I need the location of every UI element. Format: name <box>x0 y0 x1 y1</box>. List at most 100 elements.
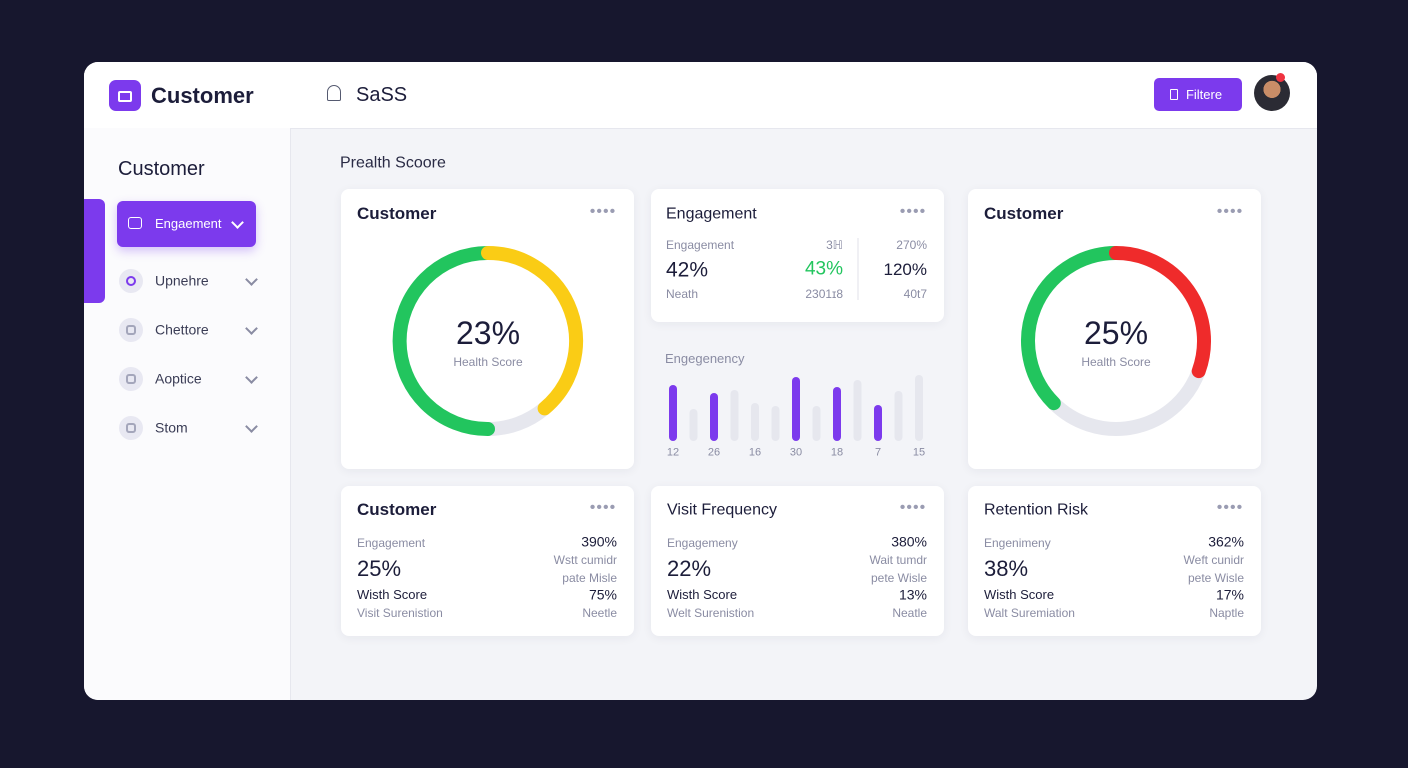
nav-icon <box>126 325 136 335</box>
card-title: Retention Risk <box>984 501 1089 519</box>
gauge-value: 25% <box>1083 314 1149 351</box>
metric-label: Wstt cumidr <box>553 552 617 567</box>
metric-value: 17% <box>1215 586 1244 603</box>
more-menu[interactable]: •••• <box>899 203 927 221</box>
nav-label[interactable]: Engaement <box>155 216 222 232</box>
metric-label: Welt Surenistion <box>667 605 755 620</box>
metric-value: 25% <box>357 555 402 581</box>
filter-label[interactable]: Filtere <box>1185 87 1223 103</box>
gauge-label: Health Score <box>1081 354 1151 369</box>
bar <box>730 390 739 441</box>
bar <box>833 387 841 441</box>
bar-chart <box>669 375 923 441</box>
bar <box>874 405 882 441</box>
more-menu[interactable]: •••• <box>589 499 617 517</box>
metric-value: 362% <box>1208 533 1244 550</box>
card-title: Customer <box>357 203 437 223</box>
metric-value: 38% <box>984 555 1029 581</box>
metric-label: Weft cunidr <box>1183 552 1244 567</box>
nav-label[interactable]: Chettore <box>155 321 209 338</box>
card-title: Engagement <box>666 205 757 223</box>
bar <box>894 391 903 441</box>
gauge <box>1021 246 1212 436</box>
metric-label: 3ℍ <box>826 237 843 252</box>
chart-title: Engegenency <box>665 351 745 367</box>
nav-label[interactable]: Aoptice <box>155 370 202 387</box>
gauge-label: Health Score <box>453 354 523 369</box>
bar <box>915 375 923 441</box>
card-title: Customer <box>984 203 1064 223</box>
sidebar-title: Customer <box>118 158 205 180</box>
x-tick-label: 30 <box>789 446 803 459</box>
bar <box>771 406 780 441</box>
metric-value: 75% <box>588 586 617 603</box>
stat-card <box>968 486 1261 636</box>
metric-label: Naptle <box>1209 605 1244 620</box>
nav-icon <box>128 217 142 229</box>
metric-value: 120% <box>883 259 927 279</box>
metric-label: Engagement <box>666 237 735 252</box>
header <box>84 62 1317 129</box>
x-tick-label: 26 <box>707 446 721 459</box>
metric-label: 2301ɪ8 <box>805 286 843 301</box>
more-menu[interactable]: •••• <box>1216 203 1244 221</box>
metric-label: 40t7 <box>903 286 927 301</box>
metric-value: 43% <box>804 258 843 280</box>
bar <box>669 385 677 441</box>
metric-label: Walt Suremiation <box>984 605 1075 620</box>
bar <box>853 380 862 441</box>
logo-text: Customer <box>151 82 254 108</box>
metric-label: Engenimeny <box>984 535 1051 550</box>
metric-label: Wisth Score <box>357 587 428 603</box>
metric-value: 22% <box>667 555 712 581</box>
x-tick-label: 15 <box>912 446 926 459</box>
metric-value: 13% <box>898 586 927 603</box>
gauge-arc <box>1021 246 1123 411</box>
metric-label: Visit Surenistion <box>357 605 443 620</box>
nav-icon-bg <box>119 318 143 342</box>
nav-item-active[interactable] <box>117 201 256 247</box>
nav-icon <box>126 276 136 286</box>
x-tick-label: 12 <box>666 446 680 459</box>
nav-label[interactable]: Stom <box>155 419 188 436</box>
logo-lock <box>118 91 132 102</box>
nav-icon-bg <box>119 367 143 391</box>
metric-label: pete Wisle <box>1187 570 1244 585</box>
active-indicator <box>84 199 105 303</box>
metric-label: Engagement <box>357 535 426 550</box>
gauge <box>392 246 584 437</box>
metric-label: pate Misle <box>562 570 617 585</box>
x-tick-label: 7 <box>874 446 882 459</box>
more-menu[interactable]: •••• <box>1216 499 1244 517</box>
bar <box>792 377 800 441</box>
filter-button[interactable] <box>1154 78 1242 111</box>
metric-label: 270% <box>896 237 927 252</box>
x-tick-label: 18 <box>830 446 844 459</box>
gauge-track <box>487 402 550 436</box>
metric-value: 42% <box>666 258 709 282</box>
bar <box>751 403 759 441</box>
bar <box>710 393 718 441</box>
more-menu[interactable]: •••• <box>589 203 617 221</box>
nav-label[interactable]: Upnehre <box>155 272 209 289</box>
nav-icon <box>126 374 136 384</box>
more-menu[interactable]: •••• <box>899 499 927 517</box>
avatar[interactable] <box>1254 75 1290 111</box>
nav-icon-bg <box>119 416 143 440</box>
workspace-name: SaSS <box>356 84 408 106</box>
metric-value: 380% <box>891 533 927 550</box>
card-title: Visit Frequency <box>667 501 777 519</box>
logo-icon <box>109 80 141 111</box>
gauge-arc <box>392 246 495 437</box>
stat-card <box>341 486 634 636</box>
bar <box>812 406 821 441</box>
metric-label: Wait tumdr <box>869 552 927 567</box>
gauge-track <box>1048 368 1206 436</box>
filter-icon <box>1170 89 1178 100</box>
metric-value: 390% <box>581 533 617 550</box>
gauge-arc <box>1109 246 1212 379</box>
nav-icon <box>126 423 136 433</box>
metric-label: pete Wisle <box>870 570 927 585</box>
